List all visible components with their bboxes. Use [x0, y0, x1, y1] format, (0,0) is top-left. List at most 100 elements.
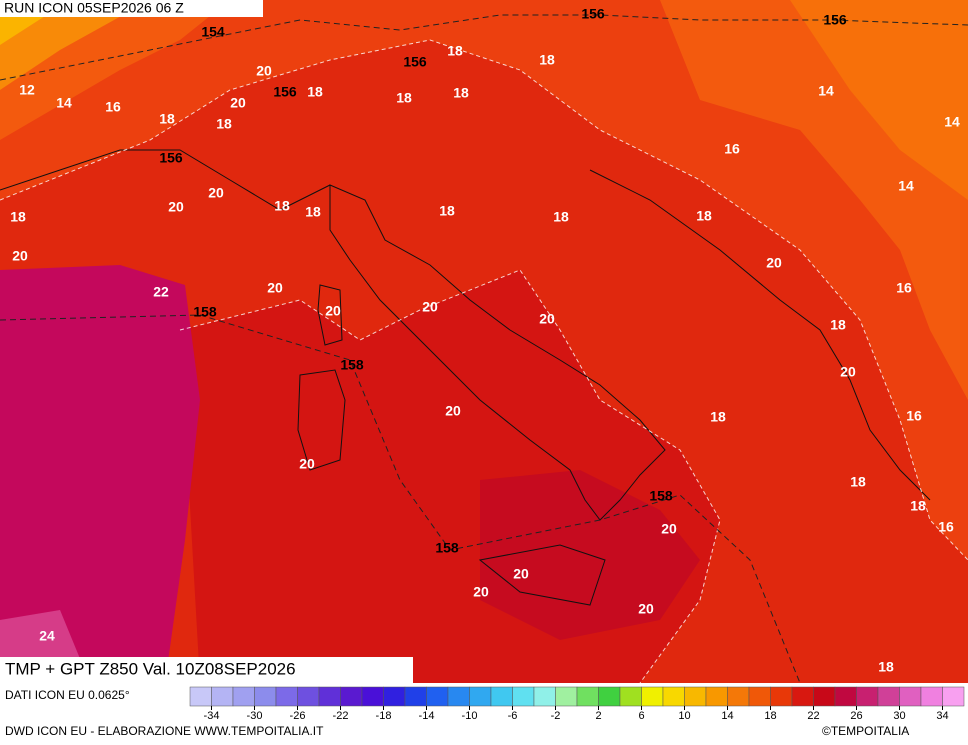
isotherm-label: 16 — [906, 408, 922, 424]
color-swatch — [232, 686, 255, 707]
color-swatch — [834, 686, 857, 707]
isotherm-label: 18 — [850, 474, 866, 490]
isotherm-label: 20 — [208, 185, 224, 201]
isotherm-label: 18 — [10, 209, 26, 225]
isotherm-label: 18 — [307, 84, 323, 100]
color-swatch — [426, 686, 449, 707]
isotherm-label: 18 — [453, 85, 469, 101]
isotherm-label: 18 — [447, 43, 463, 59]
copyright: ©TEMPOITALIA — [822, 724, 909, 738]
color-swatch — [512, 686, 535, 707]
color-swatch — [791, 686, 814, 707]
color-swatch — [684, 686, 707, 707]
height-label: 158 — [340, 357, 364, 373]
color-swatch — [211, 686, 234, 707]
isotherm-label: 18 — [396, 90, 412, 106]
isotherm-label: 18 — [216, 116, 232, 132]
tick-label: -6 — [508, 710, 518, 722]
isotherm-label: 18 — [159, 111, 175, 127]
tick-label: 22 — [807, 710, 819, 722]
tick-label: 14 — [721, 710, 733, 722]
height-label: 158 — [193, 304, 217, 320]
height-label: 156 — [273, 84, 297, 100]
tick-label: 18 — [764, 710, 776, 722]
color-swatch — [318, 686, 341, 707]
isotherm-label: 18 — [830, 317, 846, 333]
isotherm-label: 24 — [39, 628, 55, 644]
isotherm-label: 12 — [19, 82, 35, 98]
tick-label: 2 — [595, 710, 601, 722]
isotherm-label: 20 — [473, 584, 489, 600]
color-swatch — [727, 686, 750, 707]
map-labels: 12 14 16 18 20 20 18 20 20 18 20 22 20 20 18 18 18 18 18 18… — [10, 6, 960, 675]
color-swatch — [662, 686, 685, 707]
tick-label: -26 — [290, 710, 306, 722]
isotherm-label: 20 — [638, 601, 654, 617]
height-label: 158 — [649, 488, 673, 504]
isotherm — [0, 39, 968, 561]
color-swatch — [383, 686, 406, 707]
sardinia — [297, 369, 346, 471]
footer-title: TMP + GPT Z850 Val. 10Z08SEP2026 — [5, 659, 296, 678]
isotherm-label: 22 — [153, 284, 169, 300]
height-label: 156 — [403, 54, 427, 70]
color-swatch — [813, 686, 836, 707]
contour — [0, 314, 801, 684]
tick-label: 34 — [936, 710, 948, 722]
color-swatch — [447, 686, 470, 707]
color-swatch — [856, 686, 879, 707]
tick-label: 10 — [678, 710, 690, 722]
tick-label: -14 — [419, 710, 435, 722]
color-swatch — [920, 686, 943, 707]
isotherm-label: 16 — [896, 280, 912, 296]
color-swatch — [490, 686, 513, 707]
tick-label: -2 — [551, 710, 561, 722]
corsica — [317, 284, 343, 346]
zone-14-east — [790, 0, 968, 200]
contour — [0, 14, 968, 81]
isotherm-label: 20 — [299, 456, 315, 472]
balkan-coast — [589, 169, 931, 501]
color-swatch — [533, 686, 556, 707]
credit: DWD ICON EU - ELABORAZIONE WWW.TEMPOITAL… — [5, 724, 324, 738]
tick-label: -34 — [204, 710, 220, 722]
isotherm-label: 20 — [766, 255, 782, 271]
isotherm-label: 20 — [513, 566, 529, 582]
zone-12 — [0, 0, 150, 90]
isotherm-label: 18 — [439, 203, 455, 219]
isotherm-label: 20 — [168, 199, 184, 215]
color-swatch — [254, 686, 277, 707]
color-swatch — [404, 686, 427, 707]
isotherm-label: 20 — [445, 403, 461, 419]
footer-title-box — [0, 657, 413, 683]
isotherm-label: 18 — [910, 498, 926, 514]
isotherms — [0, 39, 968, 684]
tick-label: 30 — [893, 710, 905, 722]
isotherm-label: 16 — [938, 519, 954, 535]
height-label: 156 — [581, 6, 605, 22]
isotherm-label: 20 — [661, 521, 677, 537]
color-swatch — [748, 686, 771, 707]
isotherm-label: 20 — [256, 63, 272, 79]
tick-label: -30 — [247, 710, 263, 722]
france-coast — [0, 149, 331, 211]
isotherm-label: 18 — [696, 208, 712, 224]
color-swatch — [877, 686, 900, 707]
color-swatch — [705, 686, 728, 707]
isotherm-label: 14 — [898, 178, 914, 194]
isotherm-label: 14 — [944, 114, 960, 130]
isotherm-label: 16 — [724, 141, 740, 157]
map — [0, 0, 968, 684]
isotherm-label: 14 — [818, 83, 834, 99]
isotherm-label: 18 — [274, 198, 290, 214]
color-swatch — [641, 686, 664, 707]
color-swatch — [576, 686, 599, 707]
isotherm-label: 20 — [539, 311, 555, 327]
isotherm-label: 20 — [12, 248, 28, 264]
zone-22 — [0, 265, 200, 683]
isotherm-label: 18 — [878, 659, 894, 675]
tick-label: -18 — [376, 710, 392, 722]
isotherm — [179, 269, 721, 684]
isotherm-label: 18 — [710, 409, 726, 425]
